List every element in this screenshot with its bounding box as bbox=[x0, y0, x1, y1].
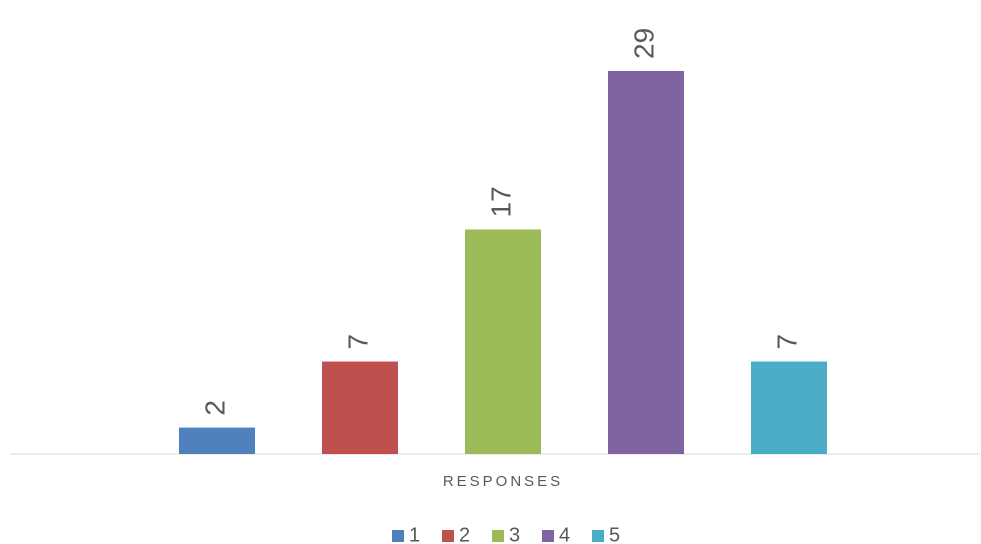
value-label: 7 bbox=[342, 334, 373, 350]
value-label: 17 bbox=[485, 186, 516, 217]
legend-label: 5 bbox=[609, 524, 620, 544]
value-label: 29 bbox=[628, 28, 659, 59]
legend-swatch bbox=[492, 530, 504, 542]
value-label: 7 bbox=[771, 334, 802, 350]
legend-label: 3 bbox=[509, 524, 520, 544]
legend-swatch bbox=[592, 530, 604, 542]
bar bbox=[322, 361, 398, 454]
legend-label: 1 bbox=[409, 524, 420, 544]
legend-swatch bbox=[542, 530, 554, 542]
bar bbox=[751, 361, 827, 454]
x-tick-label: RESPONSES bbox=[443, 473, 563, 490]
legend-label: 4 bbox=[559, 524, 570, 544]
value-label: 2 bbox=[199, 400, 230, 416]
legend-label: 2 bbox=[459, 524, 470, 544]
bar bbox=[465, 229, 541, 454]
bar bbox=[608, 71, 684, 454]
legend-swatch bbox=[442, 530, 454, 542]
legend-swatch bbox=[392, 530, 404, 542]
bar bbox=[179, 427, 255, 454]
